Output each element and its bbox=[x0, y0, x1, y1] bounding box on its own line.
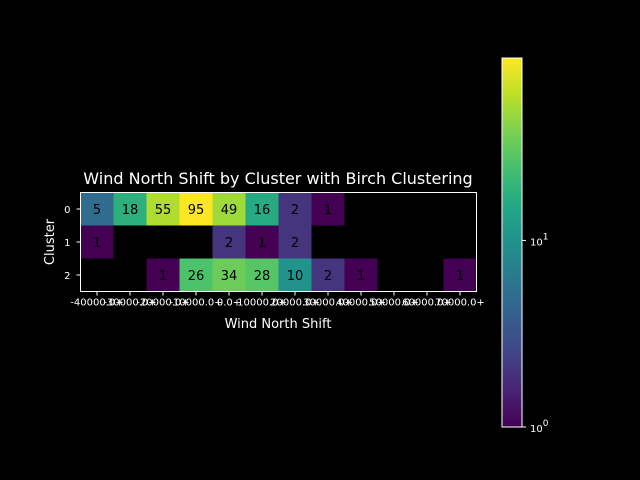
x-tick-label: 20000.0+ bbox=[270, 298, 320, 309]
y-tick-label: 2 bbox=[64, 271, 70, 282]
x-tick-label: -20000.0+ bbox=[136, 298, 189, 309]
cell-value-label: 26 bbox=[188, 269, 205, 284]
cell-value-label: 2 bbox=[291, 203, 299, 218]
colorbar-tick-label: 101 bbox=[530, 232, 548, 248]
x-tick-label: 60000.0+ bbox=[402, 298, 452, 309]
x-tick-label: 30000.0+ bbox=[303, 298, 353, 309]
cell-value-label: 1 bbox=[93, 236, 101, 251]
x-tick-label: 70000.0+ bbox=[435, 298, 485, 309]
cell-value-label: 16 bbox=[254, 203, 271, 218]
x-axis-label: Wind North Shift bbox=[225, 317, 332, 332]
colorbar-tick-label: 100 bbox=[530, 419, 549, 435]
heatmap-cell bbox=[80, 225, 114, 259]
heatmap-cell bbox=[245, 258, 279, 292]
heatmap-cell bbox=[179, 192, 213, 226]
cell-value-label: 2 bbox=[324, 269, 332, 284]
cell-value-label: 1 bbox=[357, 269, 365, 284]
x-axis-ticks: -40000.0+-30000.0+-20000.0+-10000.0+0.0+… bbox=[70, 291, 485, 309]
heatmap-cell bbox=[146, 192, 180, 226]
heatmap-cell bbox=[212, 225, 246, 259]
heatmap-cell bbox=[113, 192, 147, 226]
heatmap-cell bbox=[146, 258, 180, 292]
y-axis-ticks: 0 1 2 bbox=[64, 205, 81, 282]
cell-value-label: 2 bbox=[291, 236, 299, 251]
heatmap-cell bbox=[245, 192, 279, 226]
heatmap-cells: 5 18 55 95 49 16 2 1 1 2 1 2 1 26 34 28 10 2 1 1 bbox=[80, 192, 477, 292]
y-tick-label: 1 bbox=[64, 238, 70, 249]
cell-value-label: 95 bbox=[188, 203, 205, 218]
colorbar-ticks: 100 101 bbox=[522, 232, 549, 435]
heatmap-cell bbox=[311, 258, 345, 292]
cell-value-label: 2 bbox=[225, 236, 233, 251]
cell-value-label: 10 bbox=[287, 269, 304, 284]
x-tick-label: -30000.0+ bbox=[103, 298, 156, 309]
heatmap-cell bbox=[80, 192, 114, 226]
heatmap-cell bbox=[443, 258, 477, 292]
chart-title: Wind North Shift by Cluster with Birch C… bbox=[83, 169, 472, 188]
x-tick-label: 10000.0+ bbox=[237, 298, 287, 309]
heatmap-cell bbox=[212, 258, 246, 292]
heatmap-cell bbox=[311, 192, 345, 226]
cell-value-label: 49 bbox=[221, 203, 238, 218]
heatmap-cell bbox=[179, 258, 213, 292]
cell-value-label: 55 bbox=[155, 203, 172, 218]
heatmap-cell bbox=[278, 225, 312, 259]
cell-value-label: 1 bbox=[324, 203, 332, 218]
heatmap-cell bbox=[278, 192, 312, 226]
cell-value-label: 5 bbox=[93, 203, 101, 218]
colorbar bbox=[501, 57, 523, 428]
cell-value-label: 18 bbox=[122, 203, 139, 218]
heatmap-cell bbox=[344, 258, 378, 292]
y-tick-label: 0 bbox=[64, 205, 70, 216]
cell-value-label: 28 bbox=[254, 269, 271, 284]
x-tick-label: -40000.0+ bbox=[70, 298, 123, 309]
x-tick-label: 0.0+ bbox=[217, 298, 241, 309]
cell-value-label: 1 bbox=[258, 236, 266, 251]
heatmap-cell bbox=[278, 258, 312, 292]
x-tick-label: -10000.0+ bbox=[169, 298, 222, 309]
y-axis-label: Cluster bbox=[43, 218, 58, 265]
heatmap-cell bbox=[212, 192, 246, 226]
heatmap-cell bbox=[245, 225, 279, 259]
cell-value-label: 34 bbox=[221, 269, 238, 284]
cell-value-label: 1 bbox=[159, 269, 167, 284]
x-tick-label: 40000.0+ bbox=[336, 298, 386, 309]
x-tick-label: 50000.0+ bbox=[369, 298, 419, 309]
cell-value-label: 1 bbox=[456, 269, 464, 284]
